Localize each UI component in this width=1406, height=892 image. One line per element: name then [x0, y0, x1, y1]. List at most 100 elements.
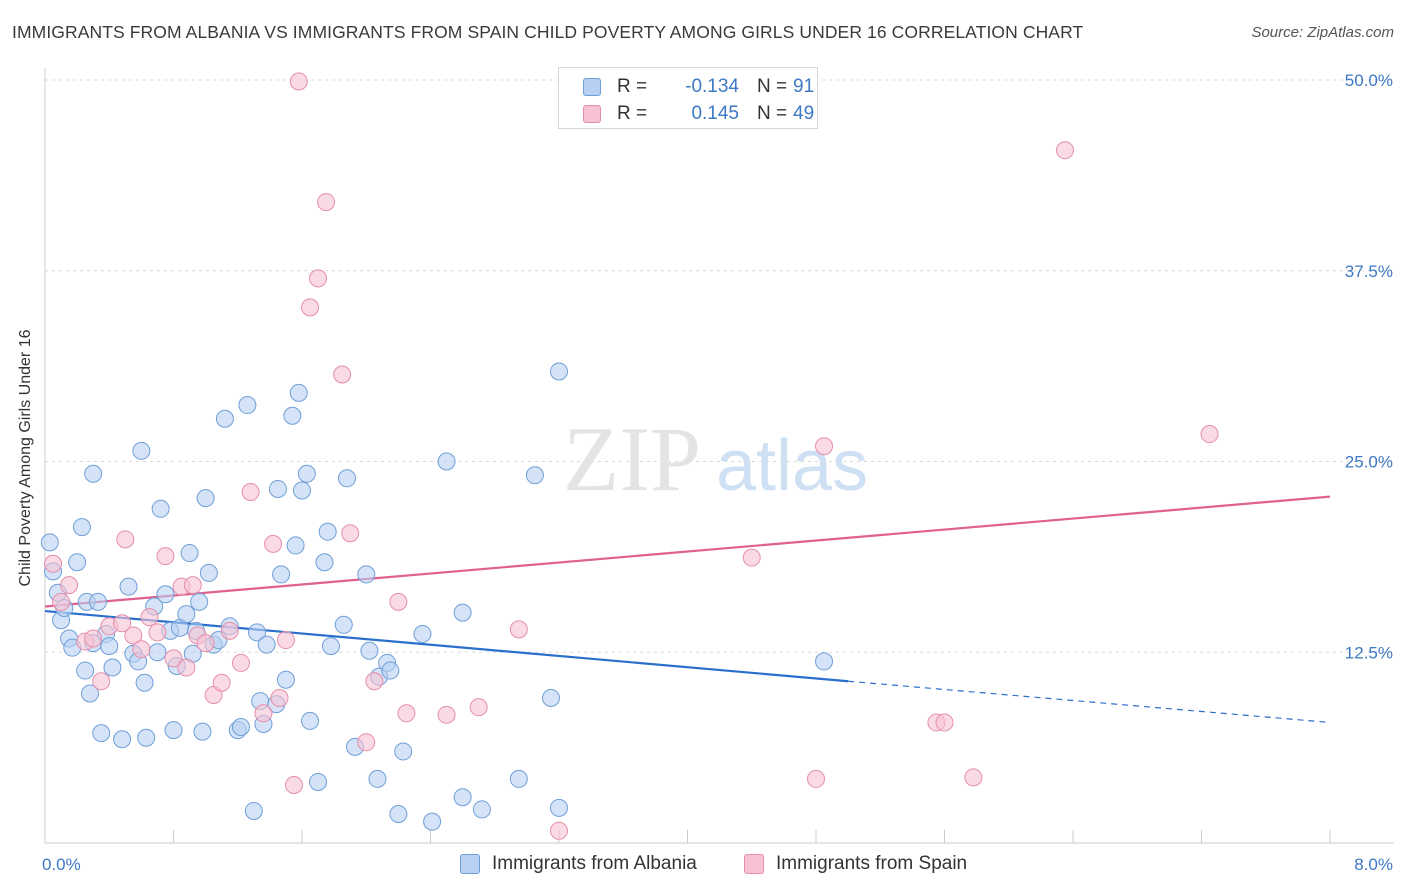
albania-point-13 [84, 464, 103, 483]
albania-point-59 [286, 536, 305, 555]
albania-point-71 [357, 565, 376, 584]
spain-point-8 [116, 530, 135, 549]
grid-lines [45, 79, 1394, 653]
spain-point-29 [284, 776, 303, 795]
albania-point-67 [321, 637, 340, 656]
albania-point-29 [156, 585, 175, 604]
spain-point-14 [164, 649, 183, 668]
spain-point-46 [815, 437, 834, 456]
albania-point-35 [180, 544, 199, 563]
spain-point-31 [301, 298, 320, 317]
spain-point-16 [177, 658, 196, 677]
spain-point-32 [309, 269, 328, 288]
x-tick-label-0: 0.0% [42, 855, 81, 874]
spain-point-22 [220, 621, 239, 640]
spain-point-28 [276, 631, 295, 650]
spain-point-4 [84, 629, 103, 648]
r-label: R = [617, 103, 648, 124]
albania-point-86 [525, 466, 544, 485]
spain-point-1 [52, 592, 71, 611]
watermark-atlas: atlas [716, 426, 868, 506]
r-value: -0.134 [685, 76, 739, 97]
albania-point-81 [437, 452, 456, 471]
albania-point-40 [196, 489, 215, 508]
albania-point-25 [137, 728, 156, 747]
spain-point-45 [807, 769, 825, 788]
spain-point-39 [397, 704, 416, 723]
albania-point-31 [164, 721, 183, 740]
y-tick-label-1: 25.0% [1345, 453, 1393, 472]
albania-point-34 [177, 605, 196, 624]
albania-point-56 [272, 565, 291, 584]
albania-point-77 [389, 805, 408, 824]
albania-point-66 [318, 522, 337, 541]
albania-point-47 [231, 718, 250, 737]
albania-point-24 [135, 673, 154, 692]
spain-point-40 [437, 705, 456, 724]
albania-point-19 [113, 730, 132, 749]
albania-point-85 [509, 769, 528, 788]
spain-point-2 [60, 576, 79, 595]
albania-point-61 [293, 481, 311, 500]
albania-point-78 [394, 742, 413, 761]
spain-point-17 [183, 576, 202, 595]
albania-point-87 [541, 689, 560, 708]
albania-point-62 [297, 464, 316, 483]
x-tick-label-1: 8.0% [1354, 855, 1393, 874]
albania-point-14 [89, 592, 108, 611]
spain-point-21 [212, 673, 231, 692]
watermark-zip: ZIP [563, 408, 701, 510]
source-credit: Source: ZipAtlas.com [1251, 24, 1394, 41]
albania-point-69 [337, 469, 356, 488]
spain-trend-line [44, 495, 1331, 608]
albania-point-8 [72, 518, 91, 537]
spain-point-26 [264, 534, 283, 553]
r-label: R = [617, 76, 648, 97]
spain-point-12 [148, 623, 167, 642]
albania-point-18 [103, 658, 122, 677]
spain-point-36 [357, 733, 376, 752]
spain-point-50 [1055, 141, 1074, 160]
albania-swatch [583, 78, 601, 96]
albania-point-72 [360, 641, 379, 660]
spain-point-48 [935, 713, 954, 732]
watermark: ZIP atlas [563, 408, 868, 510]
albania-point-82 [453, 788, 472, 807]
spain-point-33 [317, 193, 336, 212]
chart-title: IMMIGRANTS FROM ALBANIA VS IMMIGRANTS FR… [12, 22, 1084, 42]
albania-point-15 [92, 724, 111, 743]
spain-swatch [583, 105, 601, 123]
albania-point-57 [276, 670, 295, 689]
albania-point-65 [315, 553, 334, 572]
spain-point-9 [124, 626, 143, 645]
albania-point-20 [119, 577, 138, 596]
spain-point-49 [964, 768, 983, 787]
n-value: 91 [793, 76, 815, 97]
y-tick-labels: 12.5% 25.0% 37.5% 50.0% [1345, 71, 1393, 662]
albania-swatch [460, 854, 480, 874]
albania-point-84 [472, 800, 491, 819]
albania-point-55 [268, 479, 287, 498]
albania-point-88 [550, 362, 568, 381]
albania-point-79 [413, 624, 432, 643]
y-tick-label-2: 37.5% [1345, 262, 1393, 281]
albania-point-0 [40, 533, 59, 552]
albania-point-44 [215, 409, 234, 428]
spain-point-34 [333, 365, 352, 384]
spain-swatch [744, 854, 764, 874]
spain-point-42 [509, 620, 528, 639]
albania-point-68 [334, 615, 353, 634]
spain-point-10 [132, 640, 151, 659]
correlation-legend: R = -0.134 N = 91 R = 0.145 N = 49 [558, 67, 818, 129]
trend-lines [44, 495, 1331, 724]
r-value: 0.145 [691, 103, 739, 124]
albania-point-48 [238, 396, 257, 415]
n-label: N = [757, 76, 788, 97]
albania-point-60 [289, 383, 308, 402]
albania-point-38 [190, 592, 209, 611]
spain-point-19 [196, 634, 215, 653]
albania-trend-line [44, 609, 849, 683]
spain-point-38 [389, 592, 408, 611]
y-tick-label-3: 50.0% [1345, 71, 1393, 90]
spain-point-23 [231, 653, 250, 672]
